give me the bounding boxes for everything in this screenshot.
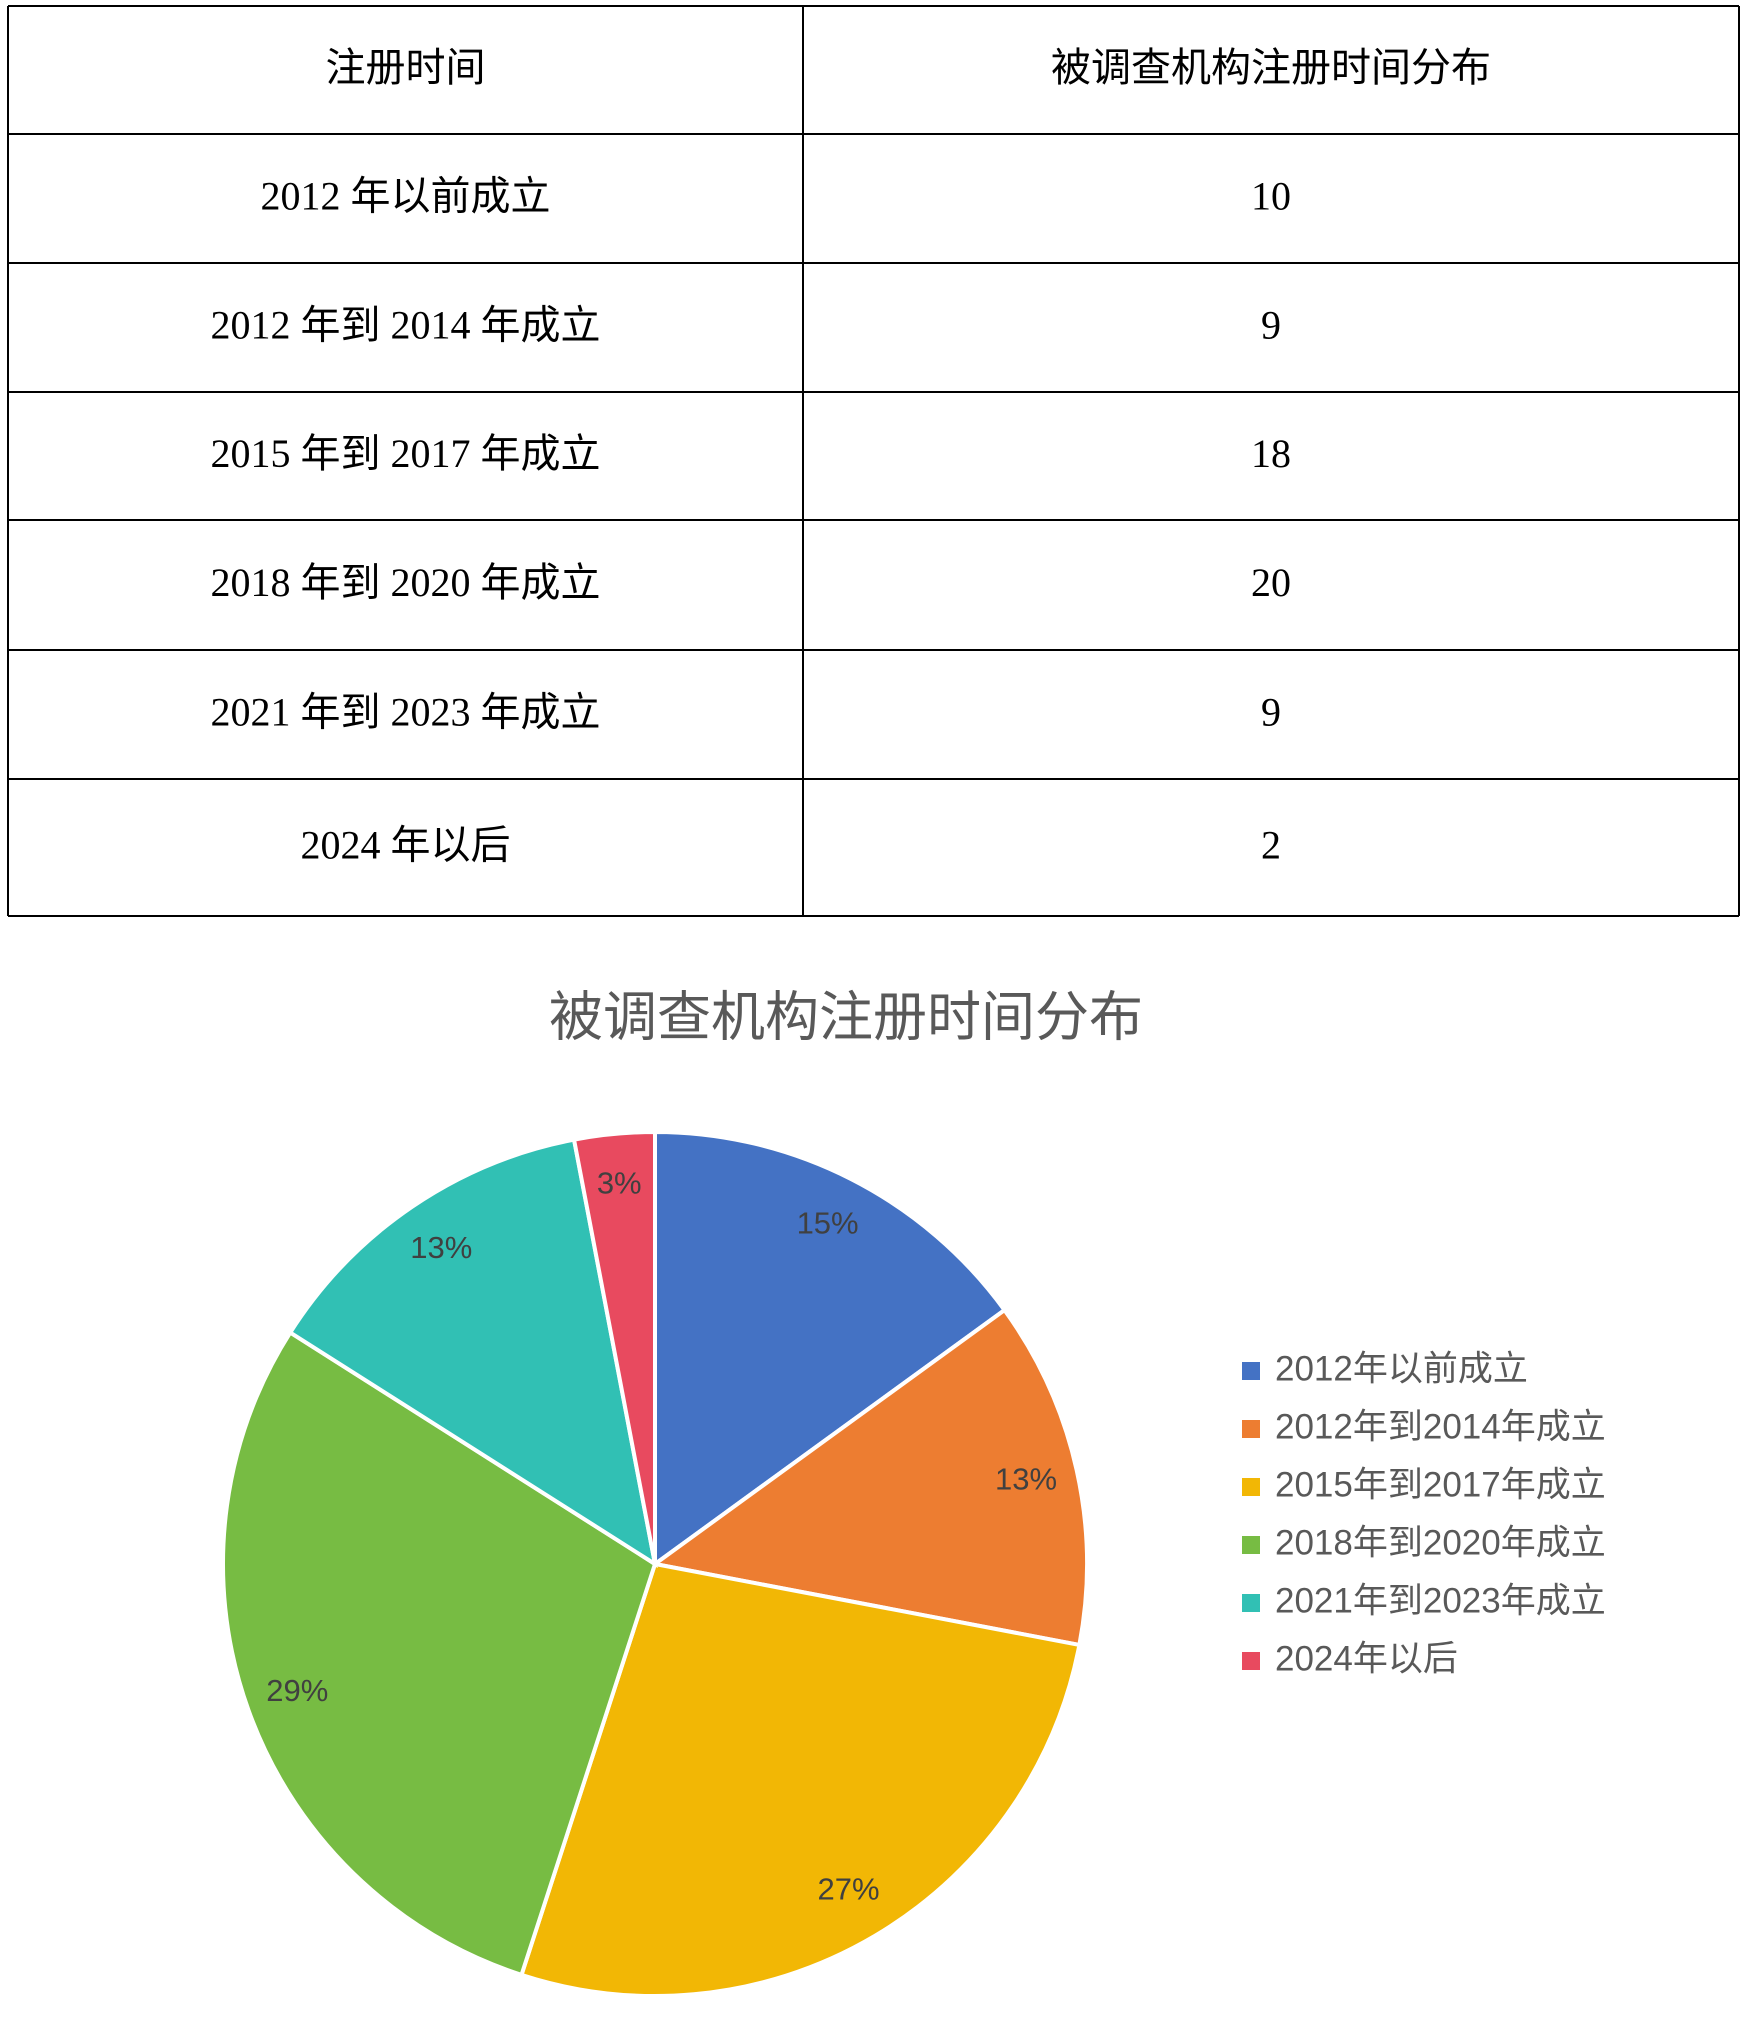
legend-swatch (1242, 1362, 1260, 1380)
legend-label: 2021年到2023年成立 (1275, 1581, 1606, 1620)
pie-slice (518, 1561, 1082, 1999)
pie-slice (221, 1329, 658, 1978)
table-cell: 18 (1251, 431, 1291, 476)
table-cell: 2 (1261, 823, 1281, 868)
legend-swatch (1242, 1478, 1260, 1496)
pie-slice (653, 1129, 1008, 1568)
table-cell: 2012 年以前成立 (261, 174, 551, 219)
table-cell: 2021 年到 2023 年成立 (211, 690, 601, 735)
table-cell: 10 (1251, 174, 1291, 219)
table-cell: 20 (1251, 560, 1291, 605)
legend-label: 2012年到2014年成立 (1275, 1407, 1606, 1446)
legend-swatch (1242, 1420, 1260, 1438)
table-cell: 2015 年到 2017 年成立 (211, 431, 601, 476)
data-label: 3% (597, 1166, 642, 1201)
table-cell: 被调查机构注册时间分布 (1051, 45, 1491, 90)
data-label: 29% (266, 1673, 328, 1708)
table-cell: 9 (1261, 303, 1281, 348)
legend-label: 2012年以前成立 (1275, 1349, 1528, 1388)
chart-title: 被调查机构注册时间分布 (549, 987, 1143, 1047)
legend-swatch (1242, 1652, 1260, 1670)
table-cell: 9 (1261, 690, 1281, 735)
table-cell: 2018 年到 2020 年成立 (211, 560, 601, 605)
legend-label: 2024年以后 (1275, 1639, 1458, 1678)
table-cell: 2012 年到 2014 年成立 (211, 303, 601, 348)
data-label: 27% (817, 1871, 879, 1906)
legend-swatch (1242, 1536, 1260, 1554)
legend-swatch (1242, 1594, 1260, 1612)
pie-slice (650, 1307, 1089, 1648)
table-cell: 注册时间 (326, 45, 486, 90)
legend-label: 2018年到2020年成立 (1275, 1523, 1606, 1562)
data-label: 13% (410, 1230, 472, 1265)
data-label: 15% (797, 1205, 859, 1240)
table-cell: 2024 年以后 (301, 823, 511, 868)
legend-label: 2015年到2017年成立 (1275, 1465, 1606, 1504)
pie-slice (287, 1137, 658, 1569)
pie-slice (571, 1129, 657, 1565)
data-label: 13% (995, 1461, 1057, 1496)
